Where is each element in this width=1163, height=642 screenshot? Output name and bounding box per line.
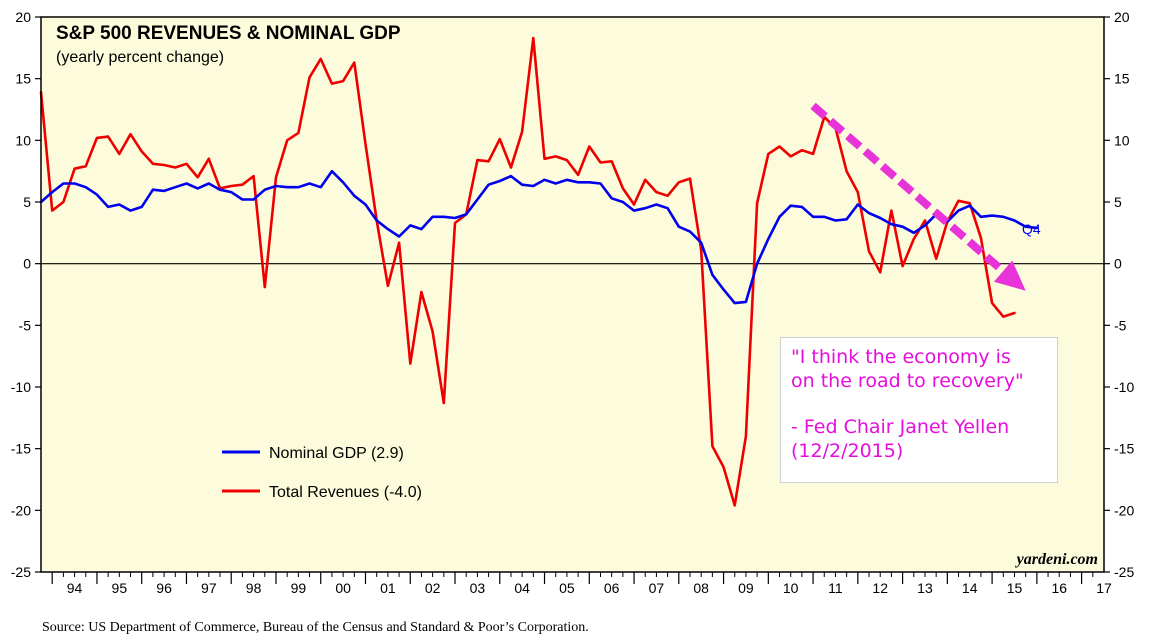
- x-tick-label: 13: [917, 580, 933, 596]
- q4-label: Q4: [1022, 221, 1041, 237]
- y-tick-label-left: 20: [15, 9, 31, 25]
- plot-area: [41, 17, 1104, 572]
- x-tick-label: 99: [291, 580, 307, 596]
- y-tick-label-right: -5: [1114, 317, 1127, 333]
- x-tick-label: 02: [425, 580, 441, 596]
- annotation-box: "I think the economy is on the road to r…: [780, 337, 1058, 483]
- quote-line-1: "I think the economy is: [791, 346, 1011, 368]
- quote-line-2: on the road to recovery": [791, 370, 1024, 392]
- series-line-gdp: [39, 169, 1039, 305]
- y-tick-label-left: 10: [15, 132, 31, 148]
- x-tick-label: 05: [559, 580, 575, 596]
- trend-arrow-head: [993, 260, 1026, 291]
- attribution-line-2: (12/2/2015): [791, 440, 904, 462]
- y-tick-label-left: 15: [15, 71, 31, 87]
- x-tick-label: 14: [962, 580, 978, 596]
- y-tick-label-right: -20: [1114, 502, 1134, 518]
- trend-arrow-shaft: [810, 102, 1006, 275]
- x-tick-label: 17: [1096, 580, 1112, 596]
- x-tick-label: 98: [246, 580, 262, 596]
- legend-label-revenues: Total Revenues (-4.0): [269, 484, 422, 501]
- x-tick-label: 15: [1007, 580, 1023, 596]
- x-tick-label: 07: [649, 580, 665, 596]
- watermark: yardeni.com: [1015, 551, 1098, 568]
- attribution-line-1: - Fed Chair Janet Yellen: [791, 416, 1010, 438]
- x-tick-label: 08: [693, 580, 709, 596]
- y-tick-label-left: -15: [11, 441, 31, 457]
- y-tick-label-right: 20: [1114, 9, 1130, 25]
- x-tick-label: 09: [738, 580, 754, 596]
- x-tick-label: 03: [470, 580, 486, 596]
- y-tick-label-left: 0: [23, 256, 31, 272]
- x-tick-label: 06: [604, 580, 620, 596]
- y-tick-label-right: -25: [1114, 564, 1134, 580]
- x-tick-label: 04: [514, 580, 530, 596]
- x-tick-label: 01: [380, 580, 396, 596]
- legend: Nominal GDP (2.9) Total Revenues (-4.0): [222, 445, 422, 501]
- x-tick-label: 94: [67, 580, 83, 596]
- y-tick-label-right: 10: [1114, 132, 1130, 148]
- y-tick-label-right: 15: [1114, 71, 1130, 87]
- x-tick-label: 10: [783, 580, 799, 596]
- chart-title: S&P 500 REVENUES & NOMINAL GDP: [56, 23, 401, 44]
- y-tick-label-left: -10: [11, 379, 31, 395]
- legend-label-gdp: Nominal GDP (2.9): [269, 445, 404, 462]
- y-tick-label-right: 0: [1114, 256, 1122, 272]
- x-tick-label: 96: [156, 580, 172, 596]
- x-tick-label: 12: [872, 580, 888, 596]
- x-tick-label: 00: [335, 580, 351, 596]
- y-tick-label-left: -25: [11, 564, 31, 580]
- x-tick-label: 11: [828, 580, 843, 596]
- x-tick-label: 97: [201, 580, 217, 596]
- source-note: Source: US Department of Commerce, Burea…: [42, 620, 589, 635]
- y-tick-label-right: 5: [1114, 194, 1122, 210]
- series-line-revenues: [39, 36, 1016, 507]
- plot-frame: [40, 16, 1105, 573]
- y-tick-label-right: -15: [1114, 441, 1134, 457]
- y-tick-label-left: -5: [19, 317, 32, 333]
- y-tick-label-right: -10: [1114, 379, 1134, 395]
- y-tick-label-left: -20: [11, 502, 31, 518]
- chart-subtitle: (yearly percent change): [56, 49, 224, 66]
- x-tick-label: 95: [112, 580, 128, 596]
- x-tick-label: 16: [1051, 580, 1067, 596]
- y-tick-label-left: 5: [23, 194, 31, 210]
